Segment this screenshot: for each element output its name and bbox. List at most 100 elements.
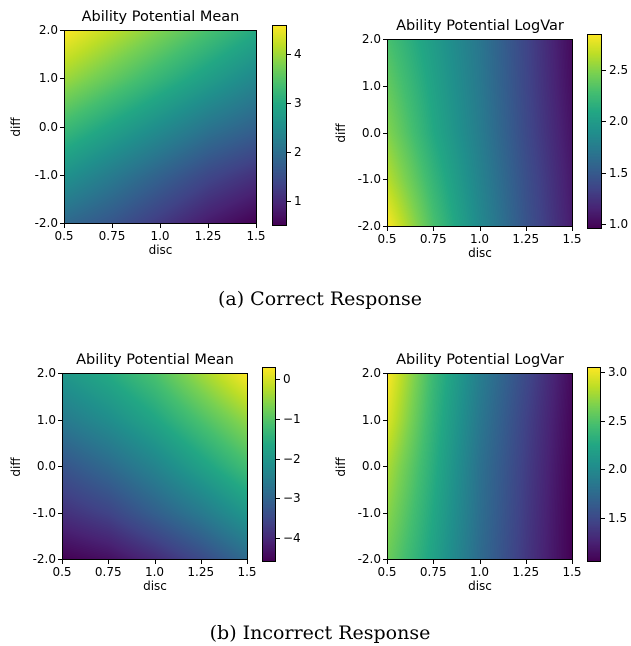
x-tick-mark [256, 224, 257, 228]
y-tick-mark [383, 466, 387, 467]
colorbar-tick-label: −2 [283, 451, 301, 466]
x-tick-label: 0.75 [98, 229, 126, 243]
x-tick-mark [108, 560, 110, 564]
y-tick-label: 2.0 [361, 366, 381, 380]
x-tick-label: 1.0 [144, 565, 165, 579]
colorbar-tick-label: −1 [283, 411, 301, 426]
x-tick-label: 1.25 [194, 229, 222, 243]
x-tick-label: 0.5 [54, 229, 74, 243]
colorbar-tick-label: 1.0 [609, 216, 629, 231]
y-tick-label: 0.0 [36, 459, 56, 473]
x-tick-mark [433, 560, 435, 564]
x-tick-mark [572, 227, 573, 231]
x-tick-mark [525, 560, 527, 564]
colorbar-tick-mark [276, 538, 280, 540]
x-tick-mark [479, 227, 481, 231]
x-tick-label: 1.0 [150, 229, 170, 243]
x-tick-mark [247, 560, 248, 564]
y-tick-mark [60, 30, 64, 31]
heatmap-image [62, 373, 248, 560]
x-tick-label: 0.75 [94, 565, 122, 579]
y-tick-label: -1.0 [34, 167, 58, 182]
colorbar-tick-mark [602, 121, 606, 123]
colorbar-tick-label: 0 [283, 371, 291, 386]
y-axis-label: diff [9, 456, 23, 477]
colorbar-tick-mark [276, 418, 280, 420]
y-tick-mark [58, 512, 62, 514]
colorbar-tick-label: 1.5 [608, 511, 628, 526]
y-tick-mark [58, 466, 62, 467]
y-tick-mark [58, 419, 62, 421]
x-tick-mark [572, 560, 573, 564]
colorbar-tick-label: 2.0 [609, 114, 629, 129]
colorbar-tick-mark [287, 201, 291, 203]
colorbar-tick-mark [276, 498, 280, 500]
y-tick-label: -1.0 [32, 505, 56, 520]
colorbar-tick-label: 2.5 [609, 62, 629, 77]
x-tick-label: 1.25 [187, 565, 215, 579]
y-tick-label: -1.0 [357, 172, 381, 187]
colorbar-tick-label: 1.5 [609, 165, 629, 180]
heatmap-image [387, 373, 573, 560]
y-axis-label: diff [334, 123, 348, 143]
y-tick-label: 1.0 [361, 78, 381, 93]
x-tick-mark [112, 224, 113, 228]
y-tick-label: -2.0 [357, 219, 381, 233]
y-tick-mark [383, 419, 387, 421]
y-tick-label: -1.0 [357, 505, 381, 520]
x-axis-label: disc [468, 246, 492, 260]
x-tick-mark [200, 560, 202, 564]
x-tick-mark [387, 560, 388, 564]
y-axis-label: diff [334, 456, 348, 477]
x-tick-label: 1.5 [246, 229, 266, 243]
colorbar-tick-mark [287, 152, 291, 154]
y-tick-label: 0.0 [361, 125, 381, 140]
x-tick-mark [433, 227, 435, 231]
y-tick-mark [60, 126, 64, 128]
x-tick-mark [525, 227, 527, 231]
x-tick-mark [64, 224, 65, 228]
x-tick-label: 0.5 [52, 565, 72, 579]
x-tick-label: 1.0 [469, 565, 490, 579]
y-tick-label: 1.0 [36, 412, 56, 427]
colorbar-tick-mark [602, 69, 606, 71]
x-tick-label: 1.25 [512, 232, 540, 246]
x-tick-label: 0.75 [419, 565, 447, 579]
y-tick-label: 2.0 [38, 23, 58, 37]
y-tick-label: 1.0 [361, 412, 381, 427]
colorbar-tick-mark [601, 518, 605, 520]
y-tick-mark [60, 174, 64, 176]
colorbar-tick-mark [601, 371, 605, 373]
y-tick-mark [383, 226, 387, 227]
heatmap-image [64, 30, 257, 224]
x-tick-label: 0.75 [419, 232, 447, 246]
x-axis-label: disc [143, 579, 167, 593]
y-tick-label: 1.0 [38, 71, 58, 86]
x-tick-mark [479, 560, 481, 564]
heatmap-image [387, 39, 573, 227]
x-axis-label: disc [468, 579, 492, 593]
colorbar-tick-mark [602, 223, 606, 225]
x-tick-label: 1.5 [562, 232, 582, 246]
colorbar-tick-label: 3.0 [608, 364, 628, 379]
x-tick-mark [154, 560, 156, 564]
y-tick-label: 2.0 [361, 32, 381, 46]
x-axis-label: disc [148, 243, 173, 257]
x-tick-label: 1.0 [469, 232, 490, 246]
colorbar [587, 34, 602, 229]
colorbar-tick-label: 3 [294, 96, 302, 111]
plot-title: Ability Potential LogVar [396, 352, 564, 368]
colorbar-tick-mark [602, 172, 606, 174]
colorbar-tick-mark [601, 420, 605, 422]
colorbar-tick-mark [287, 103, 291, 105]
colorbar-tick-label: 2.5 [608, 413, 628, 428]
plot-title: Ability Potential Mean [76, 352, 234, 368]
x-tick-mark [208, 224, 209, 228]
colorbar-tick-mark [601, 469, 605, 471]
y-tick-mark [383, 512, 387, 514]
colorbar-tick-label: −4 [283, 531, 301, 546]
y-tick-mark [60, 78, 64, 80]
y-tick-mark [383, 85, 387, 87]
y-tick-mark [58, 559, 62, 560]
caption-incorrect-response: (b) Incorrect Response [209, 622, 431, 644]
